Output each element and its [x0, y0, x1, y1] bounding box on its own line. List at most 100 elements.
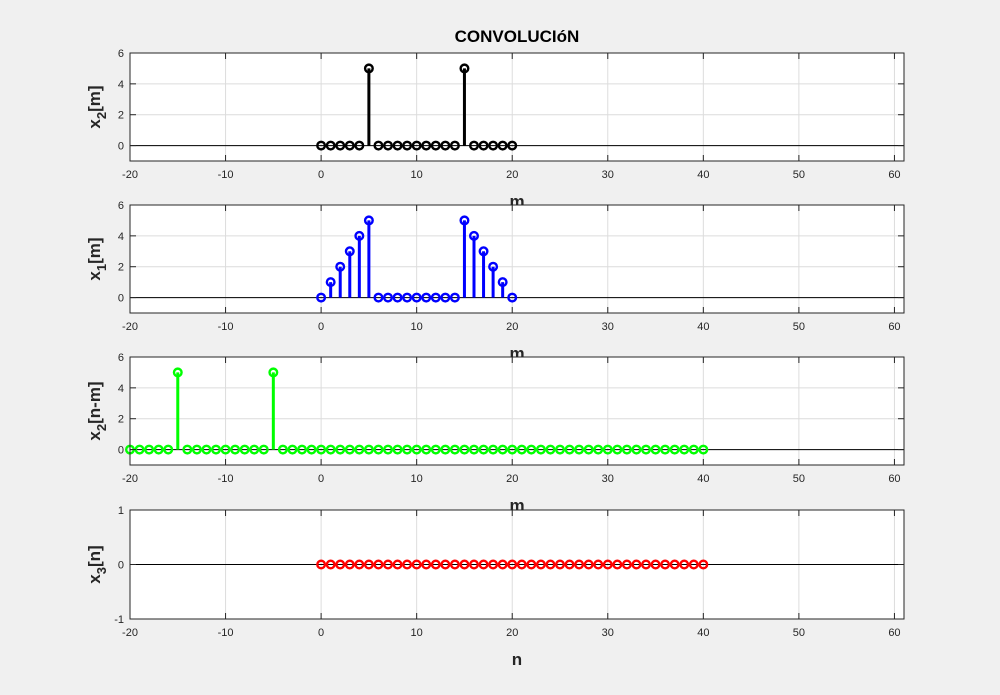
x-tick-label: 50: [793, 473, 805, 485]
stem-marker: [163, 444, 174, 455]
stem-marker: [373, 444, 384, 455]
stem-marker: [325, 140, 336, 151]
stem-marker: [679, 559, 690, 570]
y-tick-label: 2: [118, 110, 124, 122]
stem-marker: [469, 444, 480, 455]
x-tick-label: 60: [888, 321, 900, 333]
x-tick-label: -20: [122, 473, 138, 485]
stem-marker: [564, 444, 575, 455]
stem-marker: [411, 292, 422, 303]
stem-marker: [583, 444, 594, 455]
stem-marker: [373, 292, 384, 303]
stem-marker: [421, 559, 432, 570]
y-axis-label-subscript: 1: [94, 264, 109, 271]
stem-marker: [430, 559, 441, 570]
stem-marker: [545, 444, 556, 455]
stem-marker: [641, 559, 652, 570]
stem-marker: [574, 444, 585, 455]
x-tick-label: 40: [697, 321, 709, 333]
y-axis-label-rest: [m]: [85, 237, 104, 263]
stem-marker: [392, 292, 403, 303]
stem-marker: [602, 444, 613, 455]
stem-marker: [440, 444, 451, 455]
y-tick-label: 4: [118, 383, 124, 395]
stem-marker: [574, 559, 585, 570]
x-tick-label: 60: [888, 473, 900, 485]
stem-marker: [660, 444, 671, 455]
y-tick-label: 0: [118, 141, 124, 153]
x-tick-label: 10: [411, 169, 423, 181]
x-tick-label: 60: [888, 169, 900, 181]
stem-marker: [344, 444, 355, 455]
x-tick-label: 10: [411, 321, 423, 333]
stem-marker: [383, 140, 394, 151]
stem-marker: [535, 444, 546, 455]
y-tick-label: 1: [118, 505, 124, 517]
stem-marker: [325, 277, 336, 288]
x-tick-label: 20: [506, 321, 518, 333]
stem-marker: [316, 140, 327, 151]
stem-marker: [316, 292, 327, 303]
x-axis-label: n: [512, 650, 522, 669]
stem-marker: [191, 444, 202, 455]
y-axis-label-rest: [n-m]: [85, 381, 104, 423]
stem-marker: [488, 559, 499, 570]
stem-marker: [373, 559, 384, 570]
y-tick-label: 4: [118, 231, 124, 243]
y-axis-label-subscript: 3: [94, 567, 109, 574]
stem-marker: [239, 444, 250, 455]
x-tick-label: -20: [122, 169, 138, 181]
stem-marker: [363, 559, 374, 570]
x-tick-label: 40: [697, 169, 709, 181]
stem-marker: [497, 559, 508, 570]
stem-marker: [507, 444, 518, 455]
stem-marker: [335, 140, 346, 151]
stem-marker: [631, 444, 642, 455]
y-tick-label: -1: [114, 614, 124, 626]
stem-marker: [392, 444, 403, 455]
stem-marker: [383, 444, 394, 455]
y-tick-label: 0: [118, 445, 124, 457]
stem-marker: [497, 140, 508, 151]
x-tick-label: 10: [411, 473, 423, 485]
y-tick-label: 6: [118, 352, 124, 364]
stem-marker: [555, 559, 566, 570]
stem-marker: [354, 140, 365, 151]
y-axis-label-subscript: 2: [94, 424, 109, 431]
stem-marker: [526, 444, 537, 455]
x-tick-label: -20: [122, 627, 138, 639]
stem-marker: [688, 444, 699, 455]
y-axis-label: x2[n-m]: [85, 381, 109, 440]
stem-marker: [172, 367, 183, 378]
stem-marker: [354, 444, 365, 455]
stem-marker: [478, 559, 489, 570]
x-tick-label: -10: [218, 321, 234, 333]
y-axis-label-subscript: 2: [94, 112, 109, 119]
stem-marker: [411, 140, 422, 151]
stem-marker: [182, 444, 193, 455]
stem-marker: [698, 559, 709, 570]
axes-frame: [129, 356, 905, 466]
stem-marker: [488, 444, 499, 455]
stem-marker: [469, 230, 480, 241]
stem-marker: [478, 246, 489, 257]
stem-marker: [650, 559, 661, 570]
stem-marker: [421, 140, 432, 151]
x-tick-label: 0: [318, 627, 324, 639]
plot-title: CONVOLUCIóN: [455, 27, 580, 46]
stem-marker: [478, 444, 489, 455]
stem-marker: [507, 140, 518, 151]
stem-marker: [402, 292, 413, 303]
x-tick-label: 20: [506, 473, 518, 485]
stem-marker: [363, 63, 374, 74]
stem-marker: [363, 444, 374, 455]
axes-background: [130, 357, 904, 465]
y-tick-label: 0: [118, 293, 124, 305]
stem-marker: [402, 140, 413, 151]
stem-marker: [297, 444, 308, 455]
y-tick-label: 0: [118, 560, 124, 572]
stem-marker: [440, 292, 451, 303]
